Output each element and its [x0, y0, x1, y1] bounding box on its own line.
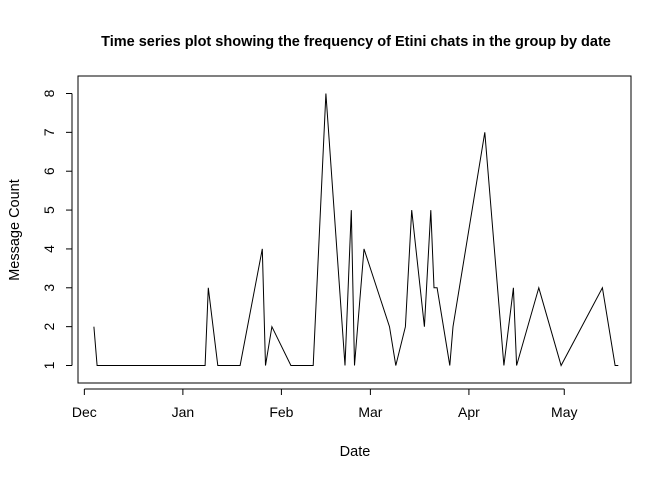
y-tick-label: 1 — [41, 361, 57, 369]
chart-title: Time series plot showing the frequency o… — [101, 34, 611, 50]
x-tick-label: Apr — [458, 404, 480, 420]
y-tick-label: 5 — [41, 206, 57, 214]
y-axis: 1 2 3 4 5 6 7 8 — [41, 89, 73, 369]
y-tick-label: 4 — [41, 245, 57, 253]
y-tick-label: 3 — [41, 284, 57, 292]
x-tick-label: Dec — [72, 404, 97, 420]
y-tick-label: 6 — [41, 167, 57, 175]
x-tick-label: May — [551, 404, 577, 420]
series-layer — [93, 93, 619, 367]
y-tick-label: 7 — [41, 128, 57, 136]
y-axis-label: Message Count — [7, 179, 23, 281]
y-tick-label: 8 — [41, 89, 57, 97]
x-tick-label: Mar — [358, 404, 382, 420]
y-tick-label: 2 — [41, 323, 57, 331]
x-tick-label: Feb — [269, 404, 293, 420]
plot-frame — [77, 75, 632, 384]
x-axis-label: Date — [340, 444, 371, 460]
x-axis: Dec Jan Feb Mar Apr May — [72, 388, 577, 420]
x-tick-label: Jan — [172, 404, 195, 420]
series-line — [93, 93, 619, 367]
